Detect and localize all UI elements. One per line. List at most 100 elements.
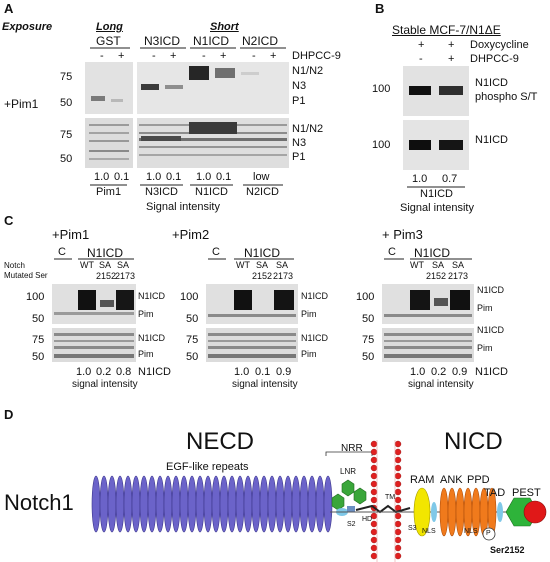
egf-repeats — [91, 475, 333, 533]
band-label: N1ICD — [475, 134, 509, 146]
egf-label: EGF-like repeats — [166, 461, 249, 473]
ser2152-label: Ser2152 — [490, 545, 525, 555]
panel-b-title: Stable MCF-7/N1ΔE — [392, 23, 501, 37]
intensity-value: 1.0 — [234, 366, 250, 378]
lane-header-lines — [208, 258, 294, 260]
band-label: N1ICD — [138, 291, 166, 301]
plus-sign: + — [170, 50, 177, 62]
lane-header-lines — [384, 258, 472, 260]
phospho-site-icon — [482, 527, 496, 541]
nls-domain — [497, 502, 503, 522]
exposure-label: Exposure — [2, 21, 53, 33]
mw-label: 75 — [32, 334, 45, 346]
intensity-value: 1.0 — [196, 171, 212, 183]
ppd-label: PPD — [467, 474, 490, 486]
pim1-label: +Pim1 — [4, 97, 39, 111]
panel-b-name-line — [407, 186, 465, 188]
band-label: N1ICD — [301, 333, 329, 343]
intensity-value: 0.2 — [96, 366, 112, 378]
intensity-name: N1ICD — [420, 188, 454, 200]
blot-title: +Pim2 — [172, 227, 210, 242]
lane-group-n3icd: N3ICD — [144, 34, 181, 48]
band-label: N3 — [292, 80, 307, 92]
cell-membrane — [370, 440, 402, 560]
site-label: 2152 — [252, 271, 273, 281]
panel-b-blots — [403, 66, 469, 170]
site-label: 2173 — [448, 271, 469, 281]
panel-a-name-lines — [90, 184, 283, 186]
ram-domain — [413, 487, 431, 537]
mutated-ser-row-label: Mutated Ser — [4, 271, 48, 280]
minus-sign: - — [100, 50, 104, 62]
dhpcc-label: DHPCC-9 — [292, 50, 341, 62]
doxycycline-label: Doxycycline — [470, 39, 529, 51]
mw-label: 100 — [180, 291, 199, 303]
blot-image — [382, 284, 474, 362]
minus-sign: - — [419, 53, 423, 65]
lane-label: SA — [99, 260, 112, 270]
control-lane-label: C — [388, 246, 396, 258]
nicd-label: NICD — [444, 428, 503, 455]
intensity-name: N1ICD — [138, 366, 172, 378]
mw-100: 100 — [372, 139, 391, 151]
signal-intensity-caption: signal intensity — [232, 379, 298, 390]
site-label: 2152 — [96, 271, 117, 281]
mw-50: 50 — [60, 153, 73, 165]
intensity-value: 0.2 — [431, 366, 447, 378]
band-label: phospho S/T — [475, 91, 538, 103]
band-label: N1ICD — [138, 333, 166, 343]
intensity-value: 1.0 — [76, 366, 92, 378]
panel-a-header-lines — [90, 47, 286, 49]
nls-label: NLS — [422, 528, 436, 535]
phospho-label: P — [486, 530, 491, 537]
intensity-value: 0.1 — [216, 171, 232, 183]
band-label: Pim — [138, 349, 154, 359]
hd-label: HD — [362, 516, 373, 523]
lane-group-n1icd: N1ICD — [193, 34, 230, 48]
ank-label: ANK — [440, 474, 463, 486]
mw-label: 75 — [362, 334, 375, 346]
plus-sign: + — [448, 39, 455, 51]
intensity-name: N3ICD — [145, 186, 179, 198]
mw-75: 75 — [60, 71, 73, 83]
long-label: Long — [96, 21, 123, 33]
s3-label: S3 — [408, 525, 417, 532]
intensity-value: 0.9 — [276, 366, 292, 378]
s2-site — [347, 506, 355, 512]
nrr-label: NRR — [341, 443, 363, 454]
lane-header-lines — [54, 258, 134, 260]
band-label: N1/N2 — [292, 123, 324, 135]
intensity-name: N1ICD — [475, 366, 509, 378]
panel-letter-b: B — [375, 1, 385, 16]
notch1-label: Notch1 — [4, 490, 74, 515]
lane-label: SA — [256, 260, 269, 270]
band-label: Pim — [138, 309, 154, 319]
intensity-value: 1.0 — [146, 171, 162, 183]
s2-label: S2 — [347, 521, 356, 528]
intensity-name: N2ICD — [246, 186, 280, 198]
band-label: N1ICD — [301, 291, 329, 301]
panel-a-blots — [85, 62, 289, 168]
pest-label: PEST — [512, 487, 541, 499]
blot-image — [206, 284, 298, 362]
lane-label: WT — [410, 260, 424, 270]
blot-title: +Pim1 — [52, 227, 90, 242]
mw-label: 75 — [186, 334, 199, 346]
panel-letter-d: D — [4, 407, 14, 422]
mw-label: 50 — [362, 313, 375, 325]
site-label: 2173 — [115, 271, 136, 281]
intensity-value: 0.8 — [116, 366, 132, 378]
band-label: Pim — [477, 343, 493, 353]
blot-image — [52, 284, 136, 362]
minus-sign: - — [152, 50, 156, 62]
group-label: N1ICD — [414, 246, 451, 260]
intensity-value: 0.1 — [255, 366, 271, 378]
panel-letter-c: C — [4, 213, 14, 228]
tad-label: TAD — [484, 487, 506, 499]
pest-domain — [523, 500, 547, 524]
plus-sign: + — [220, 50, 227, 62]
short-label: Short — [210, 21, 239, 33]
lnr-label: LNR — [340, 467, 357, 476]
plus-sign: + — [270, 50, 277, 62]
lnr-hexagons — [331, 479, 367, 511]
